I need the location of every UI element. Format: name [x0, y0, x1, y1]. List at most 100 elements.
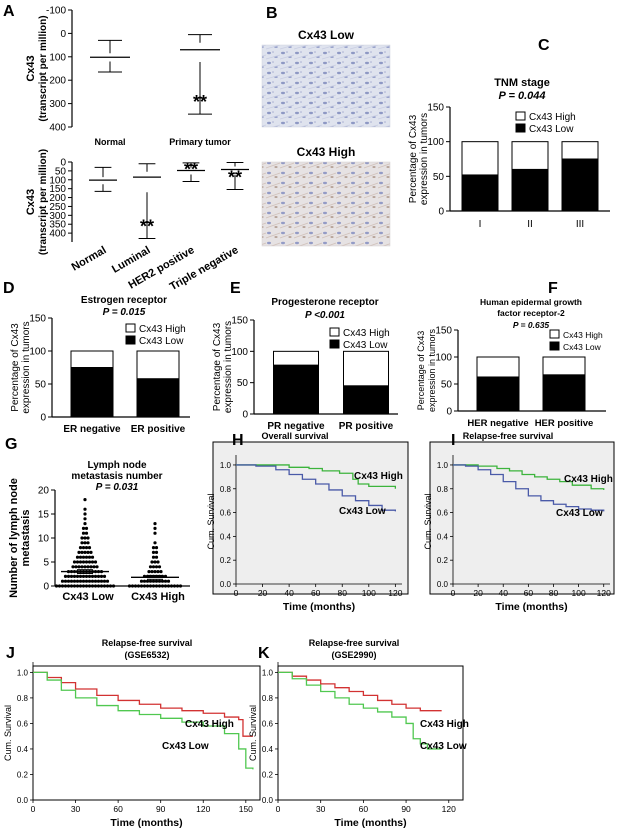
km-curve-cx43-low — [236, 464, 397, 512]
data-point — [154, 550, 159, 555]
data-point — [80, 565, 84, 569]
x-tick-label: 100 — [572, 588, 586, 598]
y-axis-label-2: expression in tumors — [21, 321, 32, 413]
x-tick-label: 150 — [239, 804, 253, 814]
panel-a2-y-tick-label: 200 — [49, 193, 66, 204]
km-curve-cx43-low — [33, 671, 254, 770]
chart-title: Human epidermal growth — [480, 297, 582, 307]
panel-c-y-tick-label: 150 — [427, 103, 444, 114]
curve-label-low: Cx43 Low — [339, 506, 386, 517]
curve-label-high: Cx43 High — [564, 474, 613, 485]
data-point — [136, 584, 141, 588]
data-point — [69, 574, 74, 579]
data-point — [77, 565, 81, 569]
data-point — [66, 574, 71, 579]
data-point — [139, 579, 144, 583]
y-axis-label-2: metastasis — [20, 510, 32, 567]
panel-f-y-tick-label: 0 — [446, 407, 452, 418]
bar-segment-cx43-high — [461, 141, 499, 176]
chart-title: Relapse-free survival — [463, 431, 554, 441]
data-point — [84, 526, 89, 531]
y-axis-label: Cum. Survival — [3, 705, 13, 761]
curve-label-high: Cx43 High — [185, 719, 234, 730]
y-tick-label: 0.6 — [17, 719, 29, 728]
x-category-label: Normal — [94, 137, 125, 147]
km-curve-cx43-high — [33, 671, 253, 737]
x-category-label: PR positive — [339, 421, 394, 432]
data-point — [84, 574, 89, 579]
data-point — [99, 574, 104, 579]
data-point — [86, 550, 90, 555]
panel-letter-j: J — [6, 645, 15, 662]
panel-letter-d: D — [3, 280, 15, 297]
y-tick-label: 0.6 — [437, 509, 449, 518]
data-point — [148, 579, 153, 583]
panel-a2-y-tick-label: 250 — [49, 202, 66, 213]
data-point — [81, 584, 86, 588]
y-tick-label: 0.6 — [262, 719, 274, 728]
panel-letter-h: H — [232, 432, 244, 449]
data-point — [86, 565, 90, 569]
data-point — [127, 584, 132, 588]
x-tick-label: 20 — [473, 588, 483, 598]
panel-letter-e: E — [230, 280, 241, 297]
chart-title: Lymph node — [87, 460, 147, 471]
curve-label-high: Cx43 High — [354, 471, 403, 482]
y-axis-label: Number of lymph node — [8, 478, 20, 598]
panel-letter-f: F — [548, 280, 558, 297]
data-point — [81, 574, 86, 579]
legend-swatch-high — [125, 323, 136, 333]
legend-label-high: Cx43 High — [529, 112, 576, 123]
data-point — [87, 546, 92, 550]
data-point — [90, 560, 95, 564]
data-point — [83, 522, 87, 526]
legend-label-high: Cx43 High — [343, 328, 390, 339]
x-category-label: II — [527, 219, 533, 230]
panel-a2-y-tick-label: 150 — [49, 184, 66, 195]
x-category-label: III — [576, 219, 584, 230]
data-point — [78, 546, 83, 550]
data-point — [83, 536, 87, 540]
data-point — [151, 550, 156, 555]
data-point — [66, 584, 71, 588]
x-axis-label: Time (months) — [334, 817, 406, 829]
data-point — [93, 574, 98, 579]
chart-subtitle: (GSE2990) — [331, 650, 376, 660]
data-point — [99, 584, 104, 588]
chart-title: TNM stage — [494, 77, 550, 89]
data-point — [60, 584, 65, 588]
data-point — [150, 570, 154, 574]
panel-d-stacked-bar: 0 50 100 150 ER negative ER positive Cx43 High… — [3, 280, 190, 435]
plot-frame — [212, 441, 409, 595]
data-point — [151, 546, 156, 550]
x-tick-label: 0 — [31, 804, 36, 814]
data-point — [75, 560, 80, 564]
data-point — [81, 579, 86, 583]
data-point — [154, 546, 159, 550]
cx43-high-image-label: Cx43 High — [297, 145, 356, 159]
data-point — [93, 560, 98, 564]
data-point — [111, 584, 116, 588]
data-point — [90, 574, 95, 579]
data-point — [83, 512, 87, 516]
data-point — [145, 579, 150, 583]
y-tick-label: 0.4 — [220, 532, 232, 541]
panel-d-y-tick-label: 100 — [29, 347, 46, 358]
legend-label-high: Cx43 High — [139, 324, 186, 335]
data-point — [84, 584, 89, 588]
data-point — [96, 574, 101, 579]
y-tick-label: 0.8 — [17, 694, 29, 703]
panel-a2-y-tick-label: 0 — [60, 158, 66, 169]
y-tick-label: 0.2 — [437, 556, 449, 565]
km-curve-cx43-high — [236, 464, 397, 489]
panel-a2-y-tick-label: 100 — [49, 175, 66, 186]
significance-stars: ** — [140, 216, 154, 236]
data-point — [153, 560, 157, 564]
data-point — [54, 584, 59, 588]
data-point — [78, 560, 83, 564]
bar-segment-cx43-low — [542, 374, 586, 412]
data-point — [72, 574, 77, 579]
y-axis-label: Percentage of Cx43 — [10, 323, 21, 412]
data-point — [71, 565, 75, 569]
